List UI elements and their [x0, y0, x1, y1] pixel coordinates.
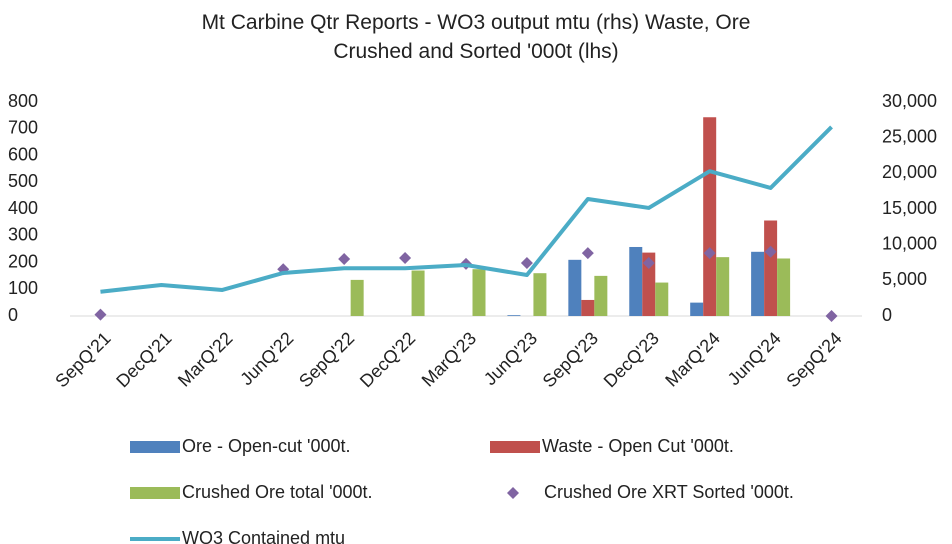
y2-tick-label: 5,000 — [882, 269, 927, 289]
x-tick-label: MarQ'23 — [418, 328, 481, 391]
bar — [472, 269, 486, 316]
x-tick-label: DecQ'23 — [600, 328, 663, 391]
x-tick-label: DecQ'21 — [112, 328, 175, 391]
bar — [690, 302, 704, 316]
y-tick-label: 300 — [8, 225, 38, 245]
point — [825, 310, 838, 322]
y-tick-label: 200 — [8, 251, 38, 271]
x-tick-label: SepQ'23 — [539, 328, 602, 391]
bar — [568, 259, 582, 316]
x-tick-label: DecQ'22 — [356, 328, 419, 391]
bar — [507, 315, 521, 316]
x-tick-label: SepQ'21 — [51, 328, 114, 391]
legend-swatch — [490, 441, 540, 453]
y-tick-label: 400 — [8, 198, 38, 218]
bar — [655, 282, 669, 316]
bar — [777, 258, 791, 316]
line — [100, 125, 833, 294]
x-tick-label: JunQ'23 — [480, 328, 541, 389]
y-tick-label: 800 — [8, 91, 38, 111]
chart-title: Mt Carbine Qtr Reports - WO3 output mtu … — [201, 11, 751, 63]
y2-tick-label: 20,000 — [882, 162, 937, 182]
point — [520, 257, 533, 270]
x-tick-label: MarQ'24 — [661, 328, 724, 391]
y-tick-label: 100 — [8, 278, 38, 298]
y2-tick-label: 25,000 — [882, 126, 937, 146]
y-tick-label: 0 — [8, 305, 18, 325]
point — [703, 247, 716, 260]
legend-label: Waste - Open Cut '000t. — [542, 436, 734, 456]
y-tick-label: 600 — [8, 144, 38, 164]
legend-label: WO3 Contained mtu — [182, 528, 345, 544]
bar — [716, 257, 730, 316]
bar — [350, 279, 364, 316]
point — [94, 308, 107, 321]
legend-label: Crushed Ore XRT Sorted '000t. — [544, 482, 794, 502]
y-tick-label: 700 — [8, 118, 38, 138]
bar — [703, 117, 717, 316]
legend-label: Ore - Open-cut '000t. — [182, 436, 351, 456]
legend-swatch — [130, 441, 180, 453]
point — [642, 257, 655, 270]
bar — [411, 270, 425, 316]
x-tick-label: SepQ'22 — [295, 328, 358, 391]
point — [338, 253, 351, 266]
point — [399, 251, 412, 264]
legend-label: Crushed Ore total '000t. — [182, 482, 373, 502]
y2-tick-label: 0 — [882, 305, 892, 325]
bar — [594, 275, 608, 316]
legend-swatch — [130, 487, 180, 499]
bar — [764, 220, 778, 316]
legend-swatch — [507, 487, 519, 499]
bar — [751, 251, 765, 316]
y2-tick-label: 15,000 — [882, 198, 937, 218]
point — [764, 245, 777, 258]
bar — [533, 273, 547, 316]
bar — [629, 246, 643, 316]
x-tick-label: SepQ'24 — [782, 328, 845, 391]
bar — [642, 252, 656, 316]
x-tick-label: JunQ'22 — [236, 328, 297, 389]
bar — [581, 299, 595, 316]
y2-tick-label: 30,000 — [882, 91, 937, 111]
x-tick-label: MarQ'22 — [174, 328, 237, 391]
point — [581, 247, 594, 260]
x-tick-label: JunQ'24 — [724, 328, 785, 389]
y2-tick-label: 10,000 — [882, 233, 937, 253]
y-tick-label: 500 — [8, 171, 38, 191]
